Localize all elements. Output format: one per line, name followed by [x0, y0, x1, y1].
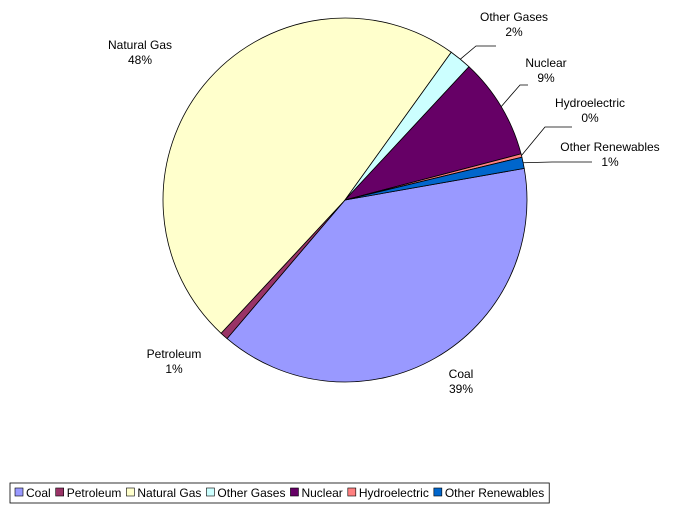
- legend-swatch: [206, 487, 215, 497]
- leader-line: [460, 45, 496, 60]
- data-label-value: 2%: [505, 25, 523, 39]
- data-label-name: Other Gases: [480, 10, 548, 24]
- legend-label: Other Renewables: [445, 486, 544, 500]
- leader-line: [523, 161, 592, 164]
- legend-swatch: [55, 487, 64, 497]
- legend-label: Hydroelectric: [359, 486, 429, 500]
- data-label-name: Other Renewables: [560, 140, 659, 154]
- pie-slice: [162, 17, 452, 334]
- data-label-name: Petroleum: [147, 347, 202, 361]
- legend-label: Natural Gas: [137, 486, 201, 500]
- legend-swatch: [14, 487, 24, 497]
- data-label-value: 0%: [581, 111, 599, 125]
- legend-swatch: [290, 487, 299, 497]
- legend-swatch: [433, 487, 443, 497]
- data-label-value: 1%: [165, 362, 183, 376]
- data-label-value: 1%: [601, 155, 619, 169]
- legend-label: Coal: [26, 486, 51, 500]
- legend-swatch: [347, 487, 357, 497]
- legend: Coal Petroleum Natural Gas Other Gases Nucle…: [9, 482, 550, 504]
- legend-label: Nuclear: [301, 486, 342, 500]
- legend-box: [9, 482, 550, 504]
- data-label-value: 39%: [449, 382, 473, 396]
- legend-label: Petroleum: [67, 486, 122, 500]
- data-label-value: 48%: [128, 53, 152, 67]
- leader-line: [500, 84, 528, 107]
- legend-label: Other Gases: [217, 486, 285, 500]
- data-label-name: Hydroelectric: [555, 96, 625, 110]
- pie-slice: [226, 167, 528, 383]
- legend-swatch: [126, 487, 135, 497]
- data-label-name: Coal: [449, 367, 474, 381]
- leader-line: [521, 126, 572, 156]
- data-label-name: Natural Gas: [108, 38, 172, 52]
- data-label-value: 9%: [537, 71, 555, 85]
- data-label-name: Nuclear: [525, 56, 566, 70]
